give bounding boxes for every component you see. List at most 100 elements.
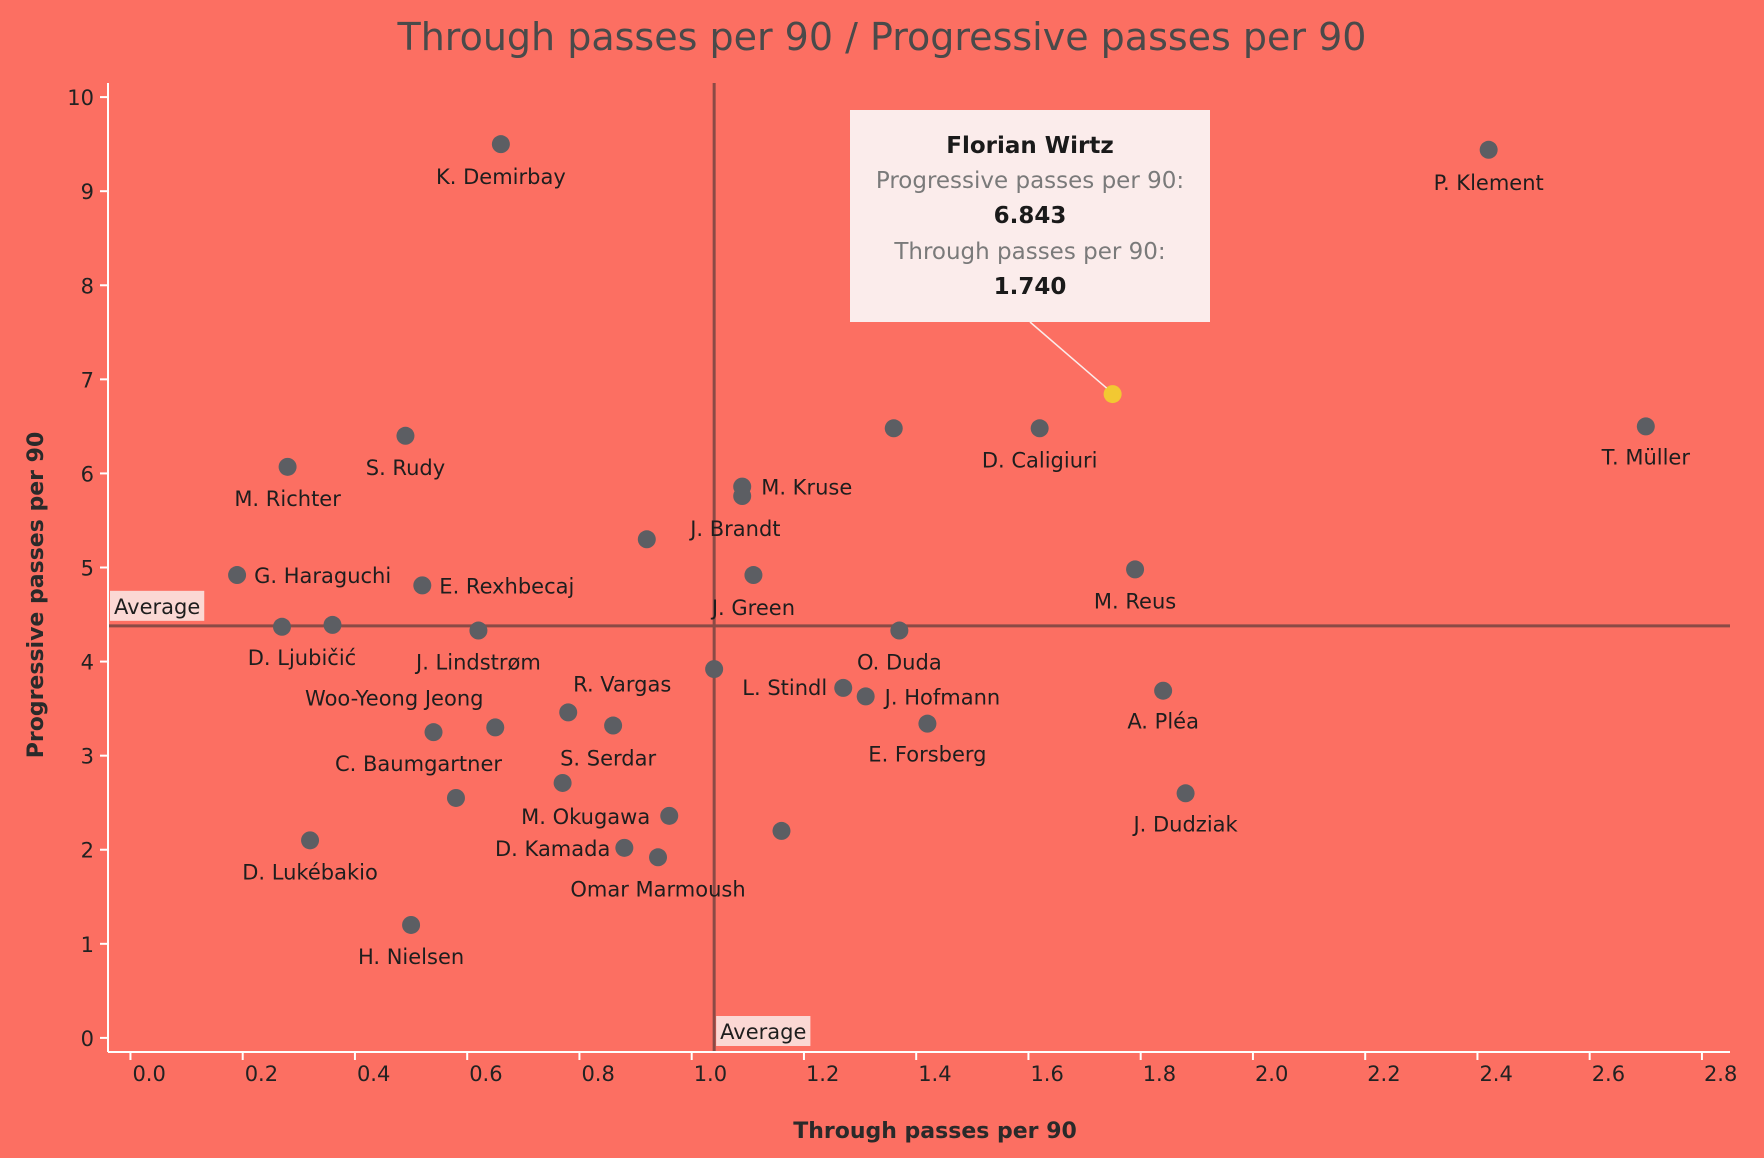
x-tick-label: 0.4	[357, 1062, 390, 1086]
tooltip-box	[850, 110, 1210, 322]
x-axis-title: Through passes per 90	[793, 1119, 1077, 1144]
point-label: E. Rexhbecaj	[439, 574, 574, 598]
point-label: H. Nielsen	[358, 945, 464, 969]
point-label: J. Hofmann	[883, 685, 1001, 709]
data-point[interactable]	[553, 773, 572, 792]
data-point[interactable]	[733, 487, 752, 506]
x-tick-label: 1.2	[806, 1062, 839, 1086]
point-label: K. Demirbay	[436, 165, 566, 189]
point-label: R. Vargas	[573, 672, 671, 696]
point-label: J. Dudziak	[1131, 812, 1238, 836]
data-point[interactable]	[1126, 560, 1145, 579]
tick-labels: 0.0 0.2 0.4 0.6 0.8 1.0 1.2 1.4 1.6 1.8 2.0 2.2 2.4 2…	[67, 86, 1737, 1086]
x-tick-label: 2.0	[1255, 1062, 1288, 1086]
point-label: O. Duda	[857, 651, 942, 675]
point-label: M. Richter	[234, 487, 341, 511]
point-label: J. Brandt	[688, 517, 780, 541]
data-point[interactable]	[559, 703, 578, 722]
data-point[interactable]	[918, 714, 937, 733]
data-point[interactable]	[486, 718, 505, 737]
tooltip-x-label: Through passes per 90:	[893, 239, 1165, 265]
data-point[interactable]	[834, 678, 853, 697]
point-label: S. Rudy	[366, 456, 445, 480]
data-point[interactable]	[413, 576, 432, 595]
chart-title: Through passes per 90 / Progressive pass…	[397, 15, 1367, 59]
x-tick-label: 2.6	[1592, 1062, 1625, 1086]
y-tick-label: 4	[81, 651, 94, 675]
data-point[interactable]	[424, 723, 443, 742]
y-tick-label: 7	[81, 368, 94, 392]
data-point[interactable]	[1479, 140, 1498, 159]
point-label: P. Klement	[1434, 171, 1544, 195]
average-x-label: Average	[720, 1020, 806, 1044]
x-tick-label: 1.8	[1143, 1062, 1176, 1086]
data-point[interactable]	[649, 848, 668, 867]
x-tick-label: 1.6	[1030, 1062, 1063, 1086]
y-tick-label: 2	[81, 839, 94, 863]
x-tick-label: 0.8	[581, 1062, 614, 1086]
y-tick-label: 5	[81, 557, 94, 581]
point-label: D. Kamada	[495, 837, 610, 861]
point-label: D. Lukébakio	[242, 860, 378, 884]
data-point[interactable]	[446, 788, 465, 807]
average-y-label: Average	[114, 595, 200, 619]
x-tick-label: 2.2	[1367, 1062, 1400, 1086]
data-point[interactable]	[604, 716, 623, 735]
data-point[interactable]	[1030, 419, 1049, 438]
point-label: D. Caligiuri	[982, 448, 1098, 472]
data-point[interactable]	[744, 566, 763, 585]
highlighted-point[interactable]	[1103, 385, 1122, 404]
data-point[interactable]	[890, 621, 909, 640]
data-point[interactable]	[491, 135, 510, 154]
data-point[interactable]	[301, 831, 320, 850]
data-point[interactable]	[396, 426, 415, 445]
point-label: J. Green	[710, 596, 795, 620]
data-point[interactable]	[705, 660, 724, 679]
data-point[interactable]	[637, 530, 656, 549]
y-tick-label: 6	[81, 462, 94, 486]
point-label: M. Kruse	[761, 476, 852, 500]
data-point[interactable]	[615, 838, 634, 857]
average-x-label-bg	[716, 1016, 811, 1046]
data-point[interactable]	[469, 621, 488, 640]
data-point[interactable]	[323, 615, 342, 634]
data-point[interactable]	[228, 566, 247, 585]
point-label: C. Baumgartner	[335, 752, 502, 776]
point-label: Omar Marmoush	[570, 877, 745, 901]
data-point[interactable]	[884, 419, 903, 438]
tooltip-x-value: 1.740	[994, 274, 1067, 300]
data-point[interactable]	[278, 457, 297, 476]
x-tick-label: 0.2	[245, 1062, 278, 1086]
average-lines: Average Average	[108, 83, 1730, 1052]
y-tick-label: 8	[81, 274, 94, 298]
data-point[interactable]	[1176, 784, 1195, 803]
data-point[interactable]	[1154, 681, 1173, 700]
axes	[100, 83, 1730, 1060]
data-point[interactable]	[772, 821, 791, 840]
y-tick-label: 1	[81, 933, 94, 957]
point-label: G. Haraguchi	[254, 564, 391, 588]
y-tick-label: 9	[81, 180, 94, 204]
x-tick-label: 0.0	[132, 1062, 165, 1086]
data-point[interactable]	[1636, 417, 1655, 436]
point-label: M. Reus	[1094, 589, 1176, 613]
x-tick-label: 0.6	[469, 1062, 502, 1086]
point-label: A. Pléa	[1127, 710, 1199, 734]
x-tick-label: 1.0	[694, 1062, 727, 1086]
tooltip: Florian Wirtz Progressive passes per 90:…	[850, 110, 1210, 389]
data-point[interactable]	[856, 687, 875, 706]
data-point[interactable]	[272, 617, 291, 636]
point-labels: K. Demirbay P. Klement T. Müller D. Caligiu…	[234, 165, 1690, 969]
point-label: S. Serdar	[560, 747, 656, 771]
data-point[interactable]	[660, 806, 679, 825]
point-label: Woo-Yeong Jeong	[305, 686, 483, 710]
data-points	[228, 135, 1655, 934]
y-tick-label: 0	[81, 1027, 94, 1051]
data-point[interactable]	[402, 915, 421, 934]
average-y-label-bg	[110, 590, 205, 621]
point-label: J. Lindstrøm	[414, 651, 541, 675]
tooltip-y-label: Progressive passes per 90:	[876, 168, 1184, 194]
y-axis-title: Progressive passes per 90	[24, 432, 49, 759]
